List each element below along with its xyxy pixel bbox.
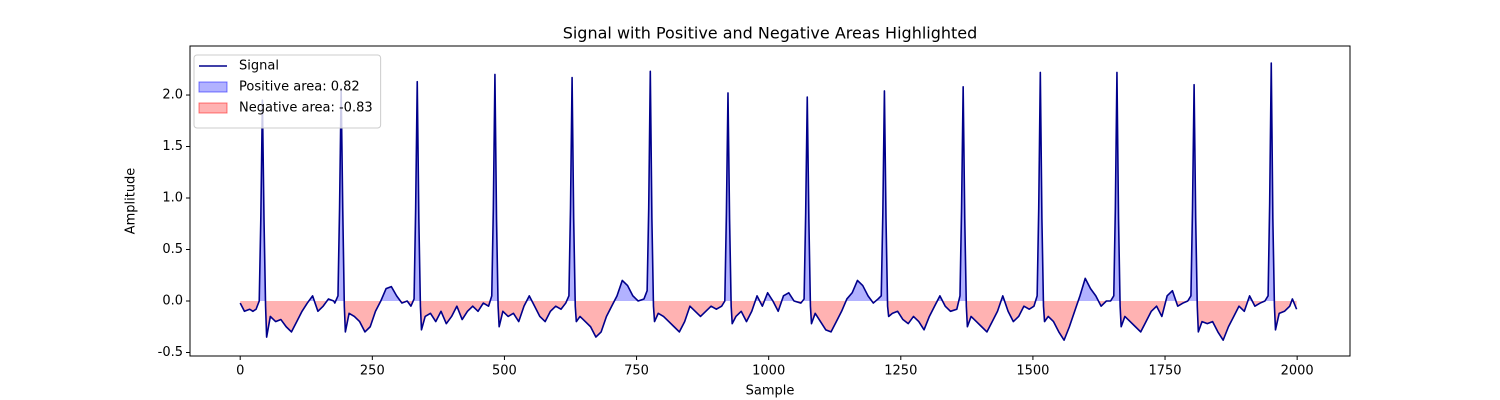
legend-label: Negative area: -0.83 — [239, 101, 373, 116]
x-tick-label: 1750 — [1148, 364, 1181, 379]
x-tick-label: 500 — [492, 364, 517, 379]
x-axis-label: Sample — [746, 384, 795, 399]
y-tick-label: 0.5 — [162, 242, 183, 257]
y-tick-label: 1.0 — [162, 191, 183, 206]
y-tick-label: 1.5 — [162, 139, 183, 154]
x-tick-label: 1250 — [884, 364, 917, 379]
x-tick-label: 1500 — [1016, 364, 1049, 379]
legend-patch — [198, 81, 228, 93]
area-fill — [240, 63, 1297, 302]
y-tick-label: 0.0 — [162, 294, 183, 309]
x-tick-label: 750 — [624, 364, 649, 379]
chart-title: Signal with Positive and Negative Areas … — [563, 24, 978, 43]
y-axis-label: Amplitude — [124, 168, 139, 235]
area-fill — [240, 301, 1297, 341]
legend-label: Positive area: 0.82 — [239, 80, 360, 95]
y-tick-label: -0.5 — [158, 345, 183, 360]
y-tick-label: 2.0 — [162, 88, 183, 103]
signal-line — [239, 62, 1298, 341]
legend: Signal Positive area: 0.82 Negative area: … — [193, 54, 382, 129]
x-tick-label: 1000 — [752, 364, 785, 379]
legend-patch — [198, 102, 228, 114]
x-tick-label: 250 — [360, 364, 385, 379]
legend-box — [193, 54, 382, 129]
x-tick-label: 0 — [236, 364, 244, 379]
plot-frame — [189, 45, 1351, 357]
legend-label: Signal — [239, 59, 279, 74]
x-tick-label: 2000 — [1281, 364, 1314, 379]
